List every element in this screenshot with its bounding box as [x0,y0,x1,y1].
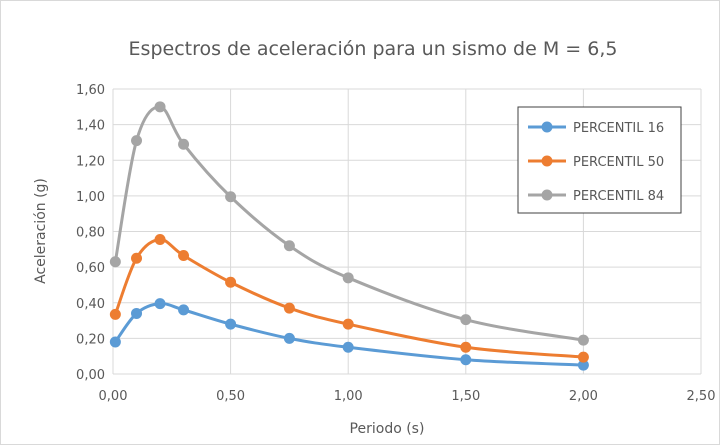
y-tick-label: 0,40 [76,297,105,312]
y-tick-label: 0,20 [76,332,105,347]
data-point [225,276,237,288]
x-tick-label: 1,00 [334,389,363,404]
data-point [225,191,237,203]
legend-label: PERCENTIL 16 [573,121,664,136]
data-point [342,341,354,353]
data-point [154,234,166,246]
data-point [283,332,295,344]
x-tick-label: 1,50 [451,389,480,404]
data-point [109,308,121,320]
data-point [131,252,143,264]
data-point [460,354,472,366]
series-percentil-50 [109,234,589,363]
data-point [283,302,295,314]
data-point [577,351,589,363]
legend-marker [541,189,553,201]
legend-entry: PERCENTIL 84 [528,189,664,204]
tick-layer: 0,00 0,20 0,40 0,60 0,80 1,00 1,20 1,40 1,60 0,00… [76,83,715,404]
series-line [113,238,585,359]
chart-title: Espectros de aceleración para un sismo d… [129,38,618,60]
legend-marker [541,121,553,133]
legend-marker [541,155,553,167]
series-percentil-84 [109,101,589,346]
data-point [577,334,589,346]
data-point [109,336,121,348]
y-tick-label: 0,60 [76,261,105,276]
data-point [154,298,166,310]
y-tick-label: 0,80 [76,226,105,241]
data-point [225,318,237,330]
series-percentil-16 [109,298,589,371]
y-tick-label: 1,20 [76,154,105,169]
x-tick-label: 2,50 [687,389,716,404]
data-point [342,318,354,330]
data-point [342,272,354,284]
y-tick-label: 1,40 [76,119,105,134]
x-tick-label: 0,00 [99,389,128,404]
legend-label: PERCENTIL 50 [573,155,664,170]
data-point [178,304,190,316]
legend-label: PERCENTIL 84 [573,189,664,204]
data-point [577,359,589,371]
y-tick-label: 1,60 [76,83,105,98]
y-tick-label: 1,00 [76,190,105,205]
data-point [131,135,143,147]
x-axis-title: Periodo (s) [350,421,425,437]
x-tick-label: 2,00 [569,389,598,404]
legend-entry: PERCENTIL 16 [528,121,664,136]
y-tick-label: 0,00 [76,368,105,383]
data-point [178,250,190,262]
x-tick-label: 0,50 [216,389,245,404]
data-point [283,240,295,252]
data-point [460,314,472,326]
series-line [113,105,585,342]
data-point [131,307,143,319]
legend-entry: PERCENTIL 50 [528,155,664,170]
series-layer [109,101,589,371]
data-point [109,256,121,268]
y-axis-title: Aceleración (g) [33,178,49,284]
legend: PERCENTIL 16 PERCENTIL 50 PERCENTIL 84 [517,106,682,214]
data-point [460,341,472,353]
data-point [154,101,166,113]
data-point [178,138,190,150]
grid-layer [112,88,702,375]
